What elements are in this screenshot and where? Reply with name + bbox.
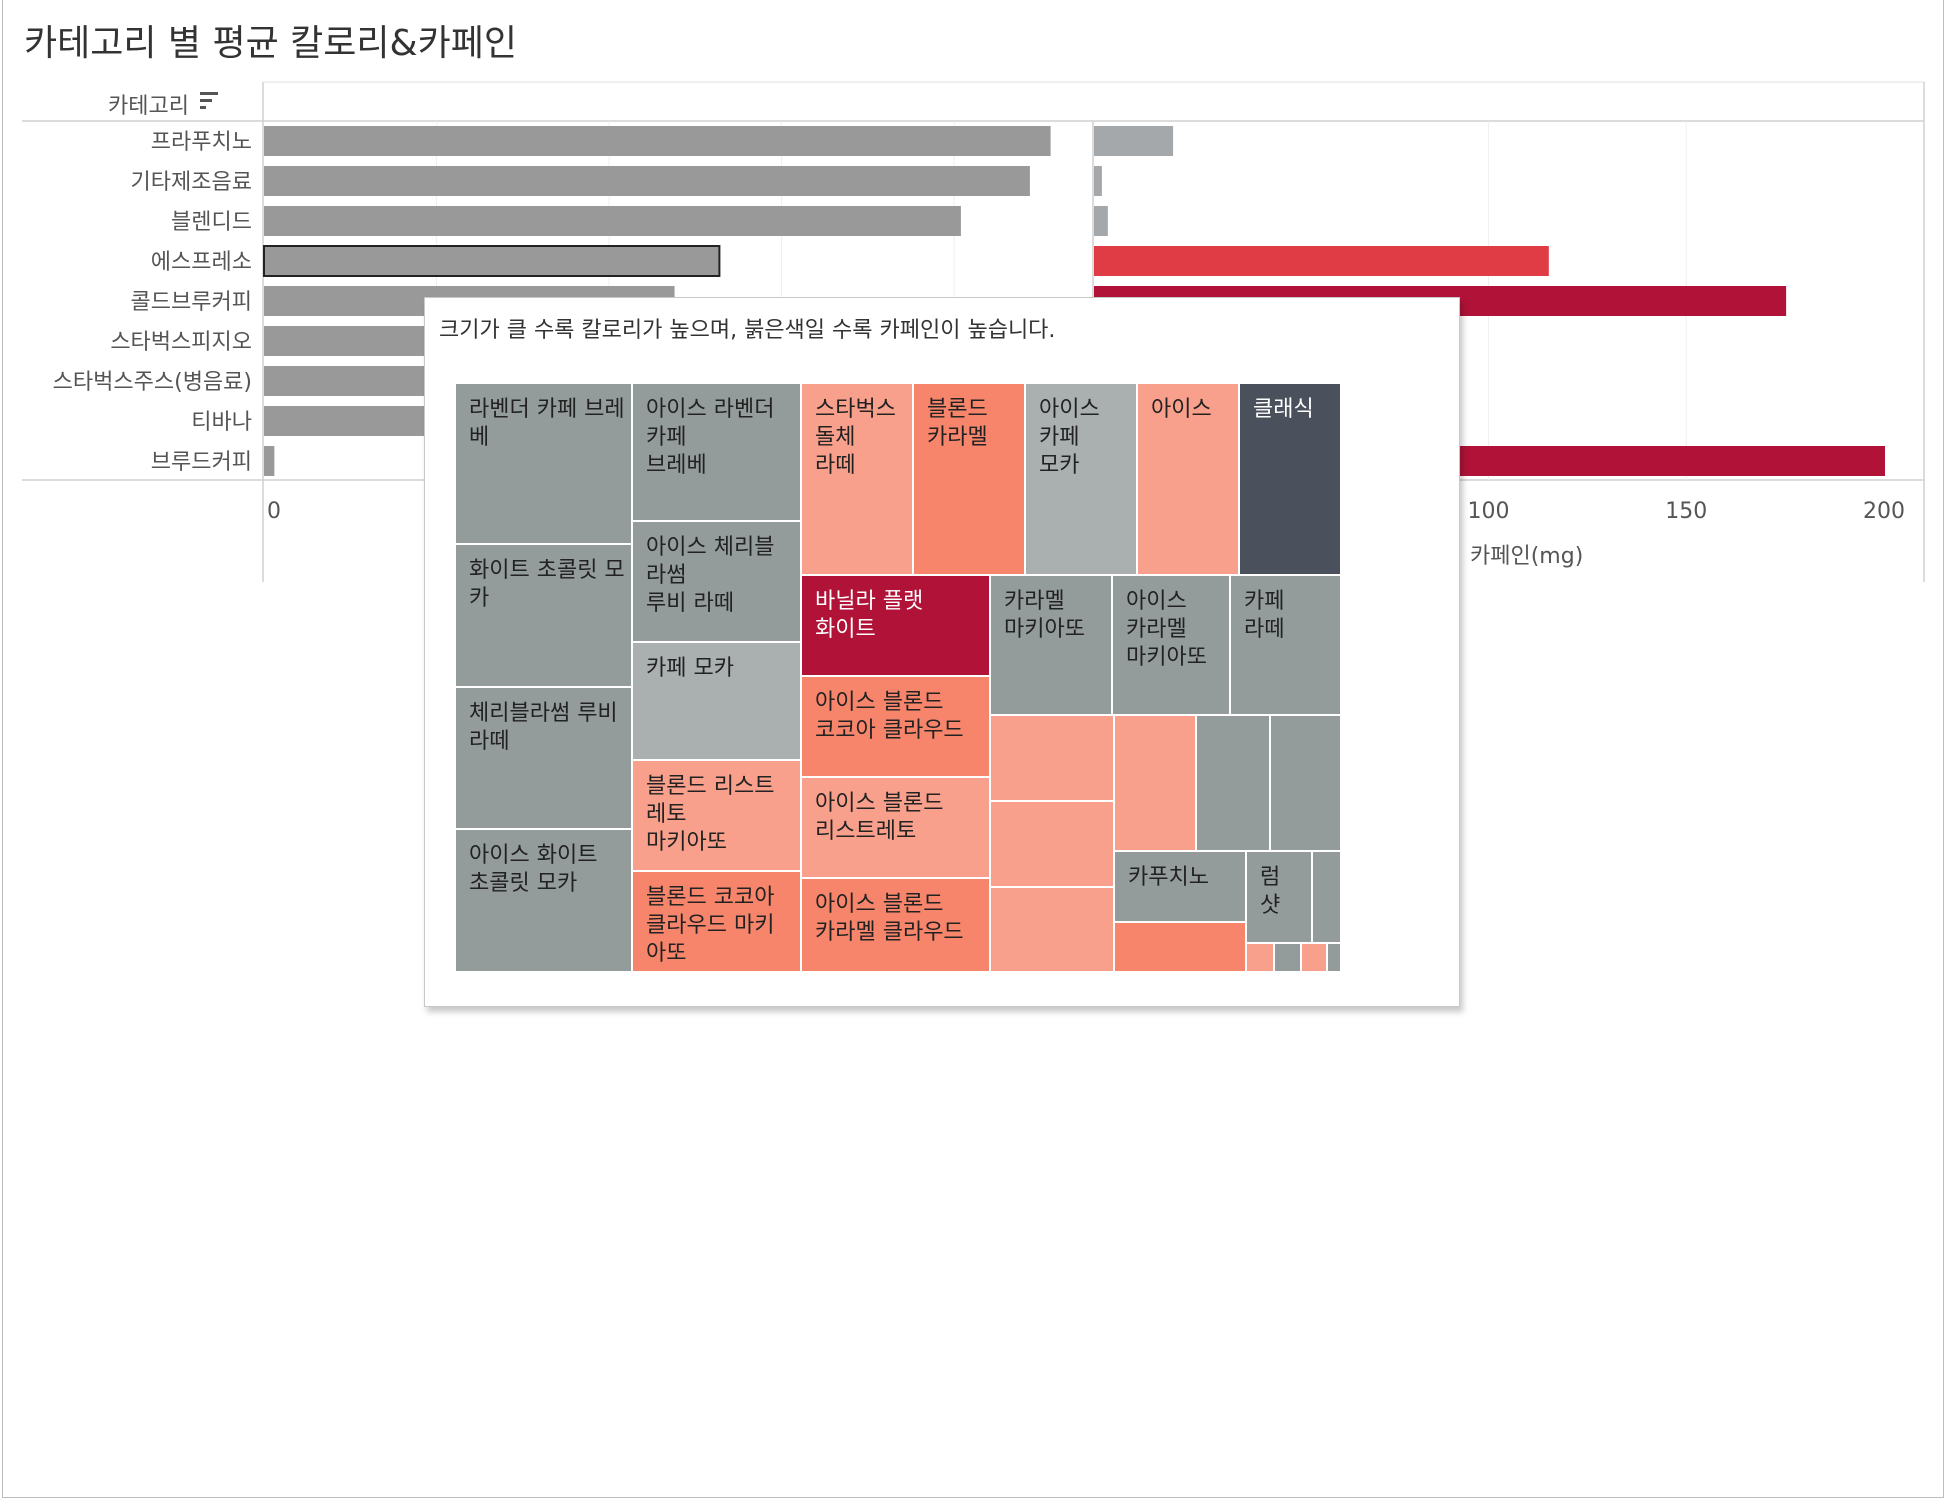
treemap-tile-label: 아이스 블론드 카라멜 클라우드 [815,892,964,945]
category-label: 기타제조음료 [131,170,252,195]
treemap-tile-label: 블론드 카라멜 [927,397,988,450]
treemap-tile[interactable]: 아이스 [1137,383,1239,575]
treemap-tile[interactable] [1114,922,1246,972]
caffeine-tick: 100 [1468,499,1510,524]
calorie-bar[interactable] [264,206,961,236]
treemap-tile[interactable]: 화이트 초콜릿 모카 [455,544,632,687]
treemap-tile[interactable]: 아이스 화이트 초콜릿 모카 [455,829,632,972]
treemap-tile-label: 카푸치노 [1128,865,1209,890]
caffeine-tick: 150 [1665,499,1707,524]
treemap-tile-label: 아이스 화이트 초콜릿 모카 [469,843,598,896]
treemap-tile[interactable] [990,801,1114,887]
treemap-tile[interactable]: 카페 모카 [632,642,801,760]
treemap-tile-label: 화이트 초콜릿 모카 [469,558,625,611]
calorie-bar[interactable] [264,446,275,476]
treemap-tile[interactable] [1246,943,1274,972]
treemap-tile[interactable] [1312,851,1341,943]
treemap-tile[interactable]: 아이스 카라멜 마키아또 [1112,575,1230,715]
treemap-tile-label: 카페 라떼 [1244,589,1285,642]
treemap-tile[interactable]: 체리블라썸 루비 라떼 [455,687,632,829]
treemap-tile[interactable] [990,887,1114,972]
category-label: 브루드커피 [151,450,252,475]
treemap-tile[interactable]: 아이스 블론드 카라멜 클라우드 [801,878,990,972]
treemap-tile-label: 아이스 라벤더 카페 브레베 [646,397,775,478]
treemap-tile[interactable]: 블론드 코코아 클라우드 마키아또 [632,871,801,972]
treemap-tile[interactable]: 카페 라떼 [1230,575,1341,715]
caffeine-tick: 200 [1863,499,1905,524]
treemap-tile-label: 스타벅스 돌체 라떼 [815,397,896,478]
calorie-tick: 0 [267,499,281,524]
treemap-tile-label: 체리블라썸 루비 라떼 [469,701,618,754]
treemap-tile-label: 블론드 리스트레토 마키아또 [646,774,775,855]
treemap-tile-label: 아이스 카페 모카 [1039,397,1100,478]
treemap-tile-label: 아이스 블론드 코코아 클라우드 [815,690,964,743]
treemap-tile-label: 아이스 체리블라썸 루비 라떼 [646,535,775,616]
treemap-tile[interactable]: 블론드 리스트레토 마키아또 [632,760,801,871]
treemap-tile[interactable] [1270,715,1341,851]
treemap-tile[interactable]: 아이스 블론드 리스트레토 [801,777,990,878]
sort-icon[interactable] [200,92,218,109]
caffeine-axis-label: 카페인(mg) [1470,544,1583,569]
treemap-tile[interactable]: 라벤더 카페 브레베 [455,383,632,544]
treemap-tile[interactable]: 아이스 블론드 코코아 클라우드 [801,676,990,777]
treemap-tile[interactable] [990,715,1114,801]
treemap-tile[interactable]: 클래식 [1239,383,1341,575]
category-label: 콜드브루커피 [131,290,252,315]
treemap-tile-label: 라벤더 카페 브레베 [469,397,625,450]
treemap-tile[interactable] [1114,715,1196,851]
calorie-bar[interactable] [264,126,1051,156]
treemap-tile-label: 바닐라 플랫 화이트 [815,589,924,642]
category-label: 스타벅스피지오 [110,330,252,355]
caffeine-bar[interactable] [1094,166,1102,196]
category-header: 카테고리 [108,94,189,119]
treemap-tile-label: 카라멜 마키아또 [1004,589,1085,642]
category-label: 프라푸치노 [151,130,252,155]
treemap-tile[interactable]: 카라멜 마키아또 [990,575,1112,715]
treemap-tile[interactable] [1327,943,1341,972]
page-title: 카테고리 별 평균 칼로리&카페인 [24,23,517,64]
caffeine-bar[interactable] [1094,126,1174,156]
treemap-tile-label: 카페 모카 [646,656,734,681]
treemap-tile-label: 블론드 코코아 클라우드 마키아또 [646,885,775,966]
caffeine-bar[interactable] [1094,246,1549,276]
tooltip-text: 크기가 클 수록 칼로리가 높으며, 붉은색일 수록 카페인이 높습니다. [439,318,1056,343]
category-label: 티바나 [191,410,252,435]
treemap-tile[interactable] [1274,943,1301,972]
treemap-tile-label: 아이스 카라멜 마키아또 [1126,589,1207,670]
treemap-tile-label: 아이스 블론드 리스트레토 [815,791,944,844]
treemap-tile-label: 아이스 [1151,397,1212,422]
treemap-tile[interactable]: 아이스 라벤더 카페 브레베 [632,383,801,521]
treemap-tile[interactable]: 카푸치노 [1114,851,1246,922]
treemap-tile[interactable]: 아이스 체리블라썸 루비 라떼 [632,521,801,642]
treemap-tile-label: 럼 샷 [1260,865,1281,918]
tooltip: 크기가 클 수록 칼로리가 높으며, 붉은색일 수록 카페인이 높습니다. 라벤… [424,297,1460,1007]
treemap-tile[interactable]: 아이스 카페 모카 [1025,383,1137,575]
calorie-bar[interactable] [263,245,721,277]
treemap-tile-label: 클래식 [1253,397,1314,422]
category-label: 블렌디드 [171,210,252,235]
treemap-tile[interactable]: 럼 샷 [1246,851,1312,943]
category-label: 스타벅스주스(병음료) [53,370,252,395]
calorie-bar[interactable] [264,166,1030,196]
category-label: 에스프레소 [151,250,252,275]
caffeine-bar[interactable] [1094,206,1108,236]
treemap-tile[interactable] [1196,715,1270,851]
treemap-tile[interactable]: 바닐라 플랫 화이트 [801,575,990,676]
treemap-tile[interactable]: 블론드 카라멜 [913,383,1025,575]
treemap-tile[interactable] [1301,943,1327,972]
treemap-tile[interactable]: 스타벅스 돌체 라떼 [801,383,913,575]
